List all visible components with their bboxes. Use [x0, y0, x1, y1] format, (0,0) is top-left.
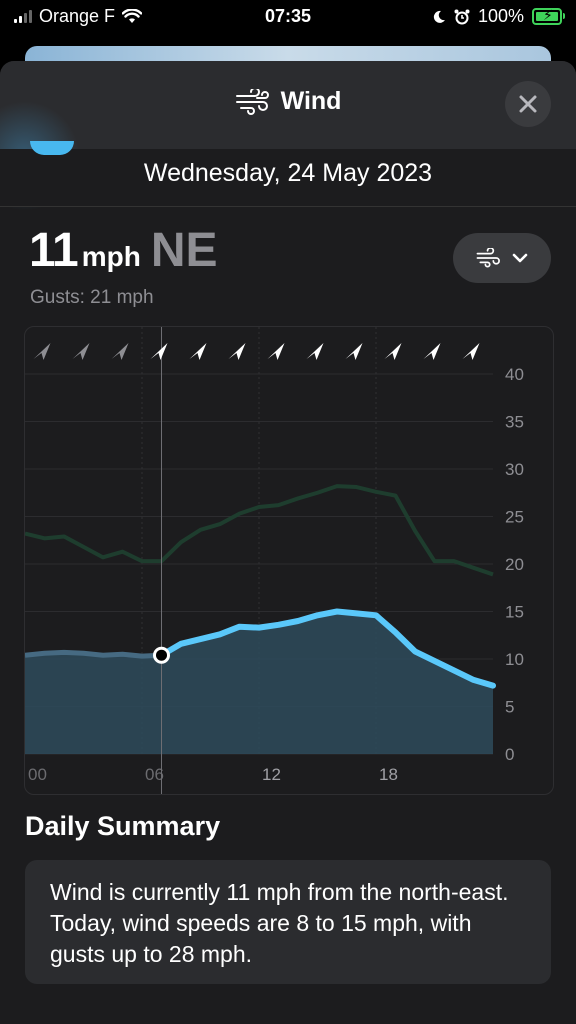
daily-summary-card: Wind is currently 11 mph from the north-…: [25, 860, 551, 984]
chevron-down-icon: [512, 253, 528, 263]
moon-icon: [433, 10, 445, 23]
selected-day-indicator: [30, 141, 74, 155]
wind-direction-arrow: [462, 343, 480, 360]
wind-direction-arrow: [384, 343, 402, 360]
battery-icon: ⚡: [532, 7, 565, 25]
x-tick-label: 12: [262, 765, 281, 784]
speed-line-forecast: [158, 608, 496, 689]
chart-type-menu-button[interactable]: [453, 233, 551, 283]
y-tick-label: 35: [505, 413, 524, 432]
carrier-label: Orange F: [39, 6, 116, 26]
wind-direction-arrow: [267, 343, 285, 360]
daily-summary-heading: Daily Summary: [25, 811, 221, 841]
y-tick-label: 15: [505, 603, 524, 622]
wind-chart-svg[interactable]: 0 5 10 15 20 25 30 35 40 00 06 12 18: [25, 327, 553, 794]
wind-chart[interactable]: 0 5 10 15 20 25 30 35 40 00 06 12 18: [24, 326, 554, 795]
y-tick-label: 10: [505, 650, 524, 669]
speed-line-past: [25, 649, 162, 659]
y-tick-label: 5: [505, 698, 514, 717]
wind-direction-arrow: [228, 343, 246, 360]
wind-direction-arrow: [72, 343, 90, 360]
x-tick-label: 00: [28, 765, 47, 784]
wind-direction-arrow: [345, 343, 363, 360]
wind-direction-arrow: [423, 343, 441, 360]
wind-sheet: Wind Wednesday, 24 May 2023 11 mph NE Gu…: [0, 61, 576, 1024]
title-group: Wind: [0, 87, 576, 116]
wind-direction-arrow: [33, 343, 51, 360]
gusts-label: Gusts: 21 mph: [30, 287, 154, 308]
y-tick-label: 30: [505, 460, 524, 479]
page-title: Wind: [280, 87, 342, 115]
clock: 07:35: [264, 6, 312, 26]
wind-direction: NE: [150, 224, 218, 277]
wind-icon: [235, 88, 269, 115]
y-tick-label: 25: [505, 508, 524, 527]
wind-icon: [476, 248, 500, 268]
current-wind: 11 mph NE: [29, 223, 218, 278]
x-tick-label: 06: [145, 765, 164, 784]
close-icon: [519, 95, 537, 113]
wind-direction-arrow: [306, 343, 324, 360]
daily-summary-text: Wind is currently 11 mph from the north-…: [50, 879, 509, 967]
status-bar: Orange F 07:35 100% ⚡: [0, 0, 576, 34]
wifi-icon: [122, 9, 143, 23]
wind-direction-arrow: [189, 343, 207, 360]
x-tick-label: 18: [379, 765, 398, 784]
date-strip: [0, 149, 576, 207]
current-value-marker: [153, 646, 170, 664]
wind-speed-value: 11: [29, 224, 79, 277]
y-tick-label: 0: [505, 745, 514, 764]
status-right: 100% ⚡: [432, 6, 565, 27]
close-button[interactable]: [505, 81, 551, 127]
status-left: Orange F: [14, 6, 143, 27]
wind-speed-unit: mph: [81, 241, 141, 272]
selected-date: Wednesday, 24 May 2023: [143, 159, 433, 187]
signal-icon: [14, 10, 32, 23]
sheet-header: Wind: [0, 61, 576, 211]
battery-percent: 100%: [477, 6, 524, 26]
wind-direction-arrow: [150, 343, 168, 360]
alarm-icon: [454, 9, 470, 24]
wind-direction-arrow: [111, 343, 129, 360]
speed-area: [25, 611, 493, 754]
gust-line: [25, 484, 494, 577]
y-tick-label: 20: [505, 555, 524, 574]
y-tick-label: 40: [505, 365, 524, 384]
